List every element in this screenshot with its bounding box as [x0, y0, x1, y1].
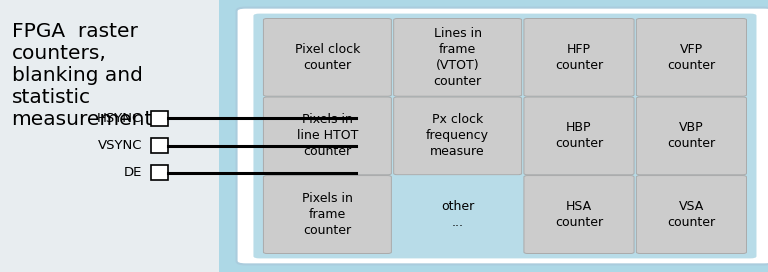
FancyBboxPatch shape	[151, 111, 168, 126]
Text: HFP
counter: HFP counter	[555, 43, 603, 72]
FancyBboxPatch shape	[263, 175, 392, 254]
Text: Pixels in
frame
counter: Pixels in frame counter	[302, 192, 353, 237]
Text: VFP
counter: VFP counter	[667, 43, 716, 72]
Text: VBP
counter: VBP counter	[667, 121, 716, 150]
FancyBboxPatch shape	[237, 8, 768, 264]
Text: Pixels in
line HTOT
counter: Pixels in line HTOT counter	[296, 113, 358, 158]
FancyBboxPatch shape	[524, 175, 634, 254]
Text: Pixel clock
counter: Pixel clock counter	[295, 43, 360, 72]
FancyBboxPatch shape	[524, 97, 634, 175]
Text: Lines in
frame
(VTOT)
counter: Lines in frame (VTOT) counter	[434, 27, 482, 88]
Text: HSA
counter: HSA counter	[555, 200, 603, 229]
FancyBboxPatch shape	[394, 175, 521, 254]
FancyBboxPatch shape	[637, 18, 746, 96]
Text: VSA
counter: VSA counter	[667, 200, 716, 229]
FancyBboxPatch shape	[394, 18, 521, 96]
FancyBboxPatch shape	[0, 0, 219, 272]
Text: other
...: other ...	[441, 200, 475, 229]
FancyBboxPatch shape	[394, 97, 521, 175]
FancyBboxPatch shape	[151, 138, 168, 153]
Text: VSYNC: VSYNC	[98, 139, 142, 152]
Text: DE: DE	[124, 166, 142, 179]
Text: HBP
counter: HBP counter	[555, 121, 603, 150]
FancyBboxPatch shape	[637, 97, 746, 175]
FancyBboxPatch shape	[263, 18, 392, 96]
Text: HSYNC: HSYNC	[97, 112, 142, 125]
Text: FPGA  raster
counters,
blanking and
statistic
measurements: FPGA raster counters, blanking and stati…	[12, 22, 164, 129]
FancyBboxPatch shape	[151, 165, 168, 180]
FancyBboxPatch shape	[263, 97, 392, 175]
FancyBboxPatch shape	[524, 18, 634, 96]
FancyBboxPatch shape	[253, 14, 756, 258]
FancyBboxPatch shape	[637, 175, 746, 254]
Text: Px clock
frequency
measure: Px clock frequency measure	[426, 113, 489, 158]
